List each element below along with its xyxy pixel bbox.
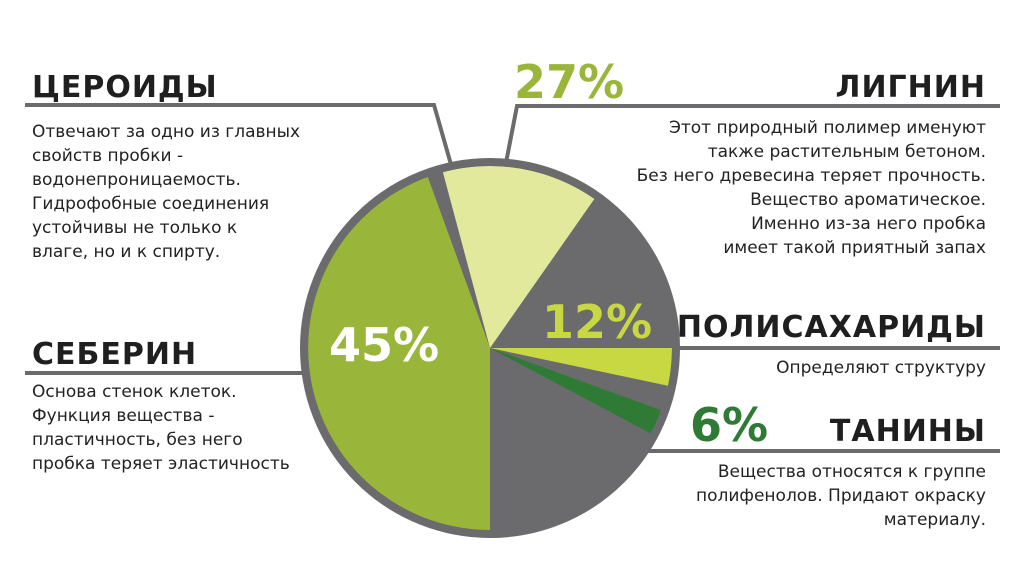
title-taniny: ТАНИНЫ (829, 414, 986, 449)
pct-label-polisaharidy: 12% (542, 295, 653, 349)
title-ceroidy: ЦЕРОИДЫ (32, 70, 218, 105)
pie-slice-ceroidy (442, 165, 595, 348)
title-lignin: ЛИГНИН (835, 70, 986, 105)
desc-seberin: Основа стенок клеток. Функция вещества -… (32, 382, 290, 474)
pct-label-seberin: 45% (329, 318, 440, 372)
title-seberin: СЕБЕРИН (32, 337, 198, 372)
pct-label-taniny: 6% (690, 398, 769, 452)
desc-polisaharidy: Определяют структуру (776, 358, 986, 378)
pie-slice-polisaharidy (490, 348, 672, 386)
leader-line-lignin (503, 104, 1000, 169)
pie-slice-taniny (490, 348, 661, 434)
desc-taniny: Вещества относятся к группе полифенолов.… (696, 462, 986, 530)
leader-line-ceroidy (25, 103, 454, 169)
pie-slice-seberin (308, 177, 490, 530)
desc-lignin: Этот природный полимер именуют также рас… (636, 118, 986, 258)
desc-ceroidy: Отвечают за одно из главных свойств проб… (32, 122, 301, 262)
pct-label-lignin: 27% (514, 55, 625, 109)
title-polisaharidy: ПОЛИСАХАРИДЫ (676, 310, 986, 345)
pie-outline (300, 158, 680, 538)
